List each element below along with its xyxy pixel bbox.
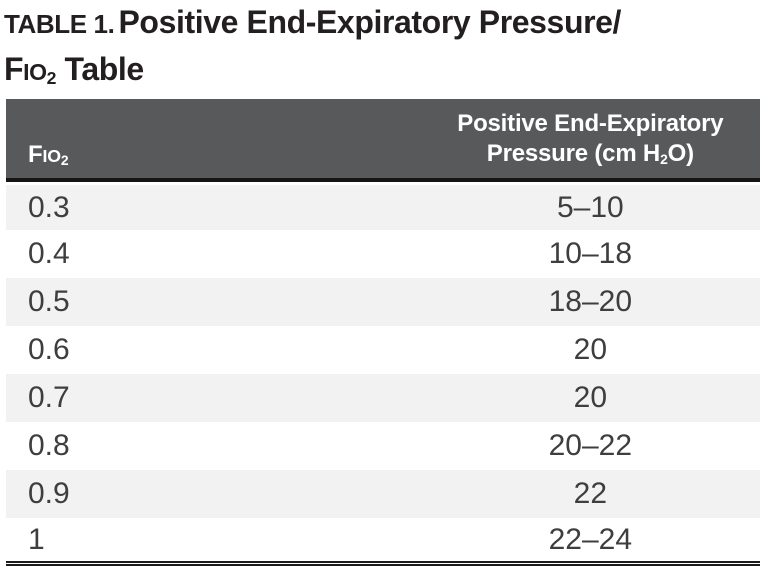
header-fio-subscript: 2: [60, 152, 69, 169]
header-fio-io-smallcaps: IO: [42, 146, 61, 166]
fio2-cell: 1: [6, 518, 421, 566]
header-peep-line2-post: O): [667, 140, 694, 167]
table-row: 0.3 5–10: [6, 182, 760, 230]
fio2-cell: 0.6: [6, 326, 421, 374]
header-fio-f: F: [28, 141, 43, 168]
caption-line2-rest: Table: [56, 51, 145, 87]
table-caption: TABLE 1. Positive End-Expiratory Pressur…: [0, 2, 766, 96]
peep-fio2-table: FIO2 Positive End-Expiratory Pressure (c…: [6, 99, 760, 566]
table-body: 0.3 5–10 0.4 10–18 0.5 18–20 0.6 20 0.7 …: [6, 182, 760, 566]
peep-cell: 20–22: [420, 422, 760, 470]
peep-cell: 18–20: [420, 278, 760, 326]
peep-cell: 22: [420, 470, 760, 518]
table-row: 1 22–24: [6, 518, 760, 566]
h2o-subscript: 2: [660, 151, 668, 168]
table-row: 0.4 10–18: [6, 230, 760, 278]
peep-cell: 20: [420, 326, 760, 374]
caption-line1: Positive End-Expiratory Pressure/: [118, 4, 622, 40]
table-row: 0.7 20: [6, 374, 760, 422]
fio-subscript: 2: [46, 67, 57, 88]
fio-f: F: [4, 51, 24, 87]
header-peep-line2: Pressure (cm H2O): [487, 140, 694, 167]
caption-line2-fio2-term: FIO2 Table: [4, 51, 144, 87]
fio2-cell: 0.7: [6, 374, 421, 422]
table-header: FIO2 Positive End-Expiratory Pressure (c…: [6, 99, 760, 182]
table-row: 0.8 20–22: [6, 422, 760, 470]
fio2-cell: 0.4: [6, 230, 421, 278]
fio2-cell: 0.3: [6, 182, 421, 230]
table-row: 0.5 18–20: [6, 278, 760, 326]
fio-io-smallcaps: IO: [23, 59, 47, 85]
header-row: FIO2 Positive End-Expiratory Pressure (c…: [6, 99, 760, 182]
header-peep-line2-pre: Pressure (cm H: [486, 140, 661, 167]
peep-cell: 20: [420, 374, 760, 422]
peep-cell: 10–18: [420, 230, 760, 278]
fio2-cell: 0.9: [6, 470, 421, 518]
table-row: 0.9 22: [6, 470, 760, 518]
table-number-label: TABLE 1.: [4, 9, 115, 39]
header-cell-peep: Positive End-Expiratory Pressure (cm H2O…: [420, 99, 760, 182]
peep-cell: 5–10: [420, 182, 760, 230]
fio2-cell: 0.5: [6, 278, 421, 326]
table-row: 0.6 20: [6, 326, 760, 374]
peep-cell: 22–24: [420, 518, 760, 566]
fio2-cell: 0.8: [6, 422, 421, 470]
header-peep-line1: Positive End-Expiratory: [457, 110, 724, 137]
header-cell-fio2: FIO2: [6, 99, 421, 182]
